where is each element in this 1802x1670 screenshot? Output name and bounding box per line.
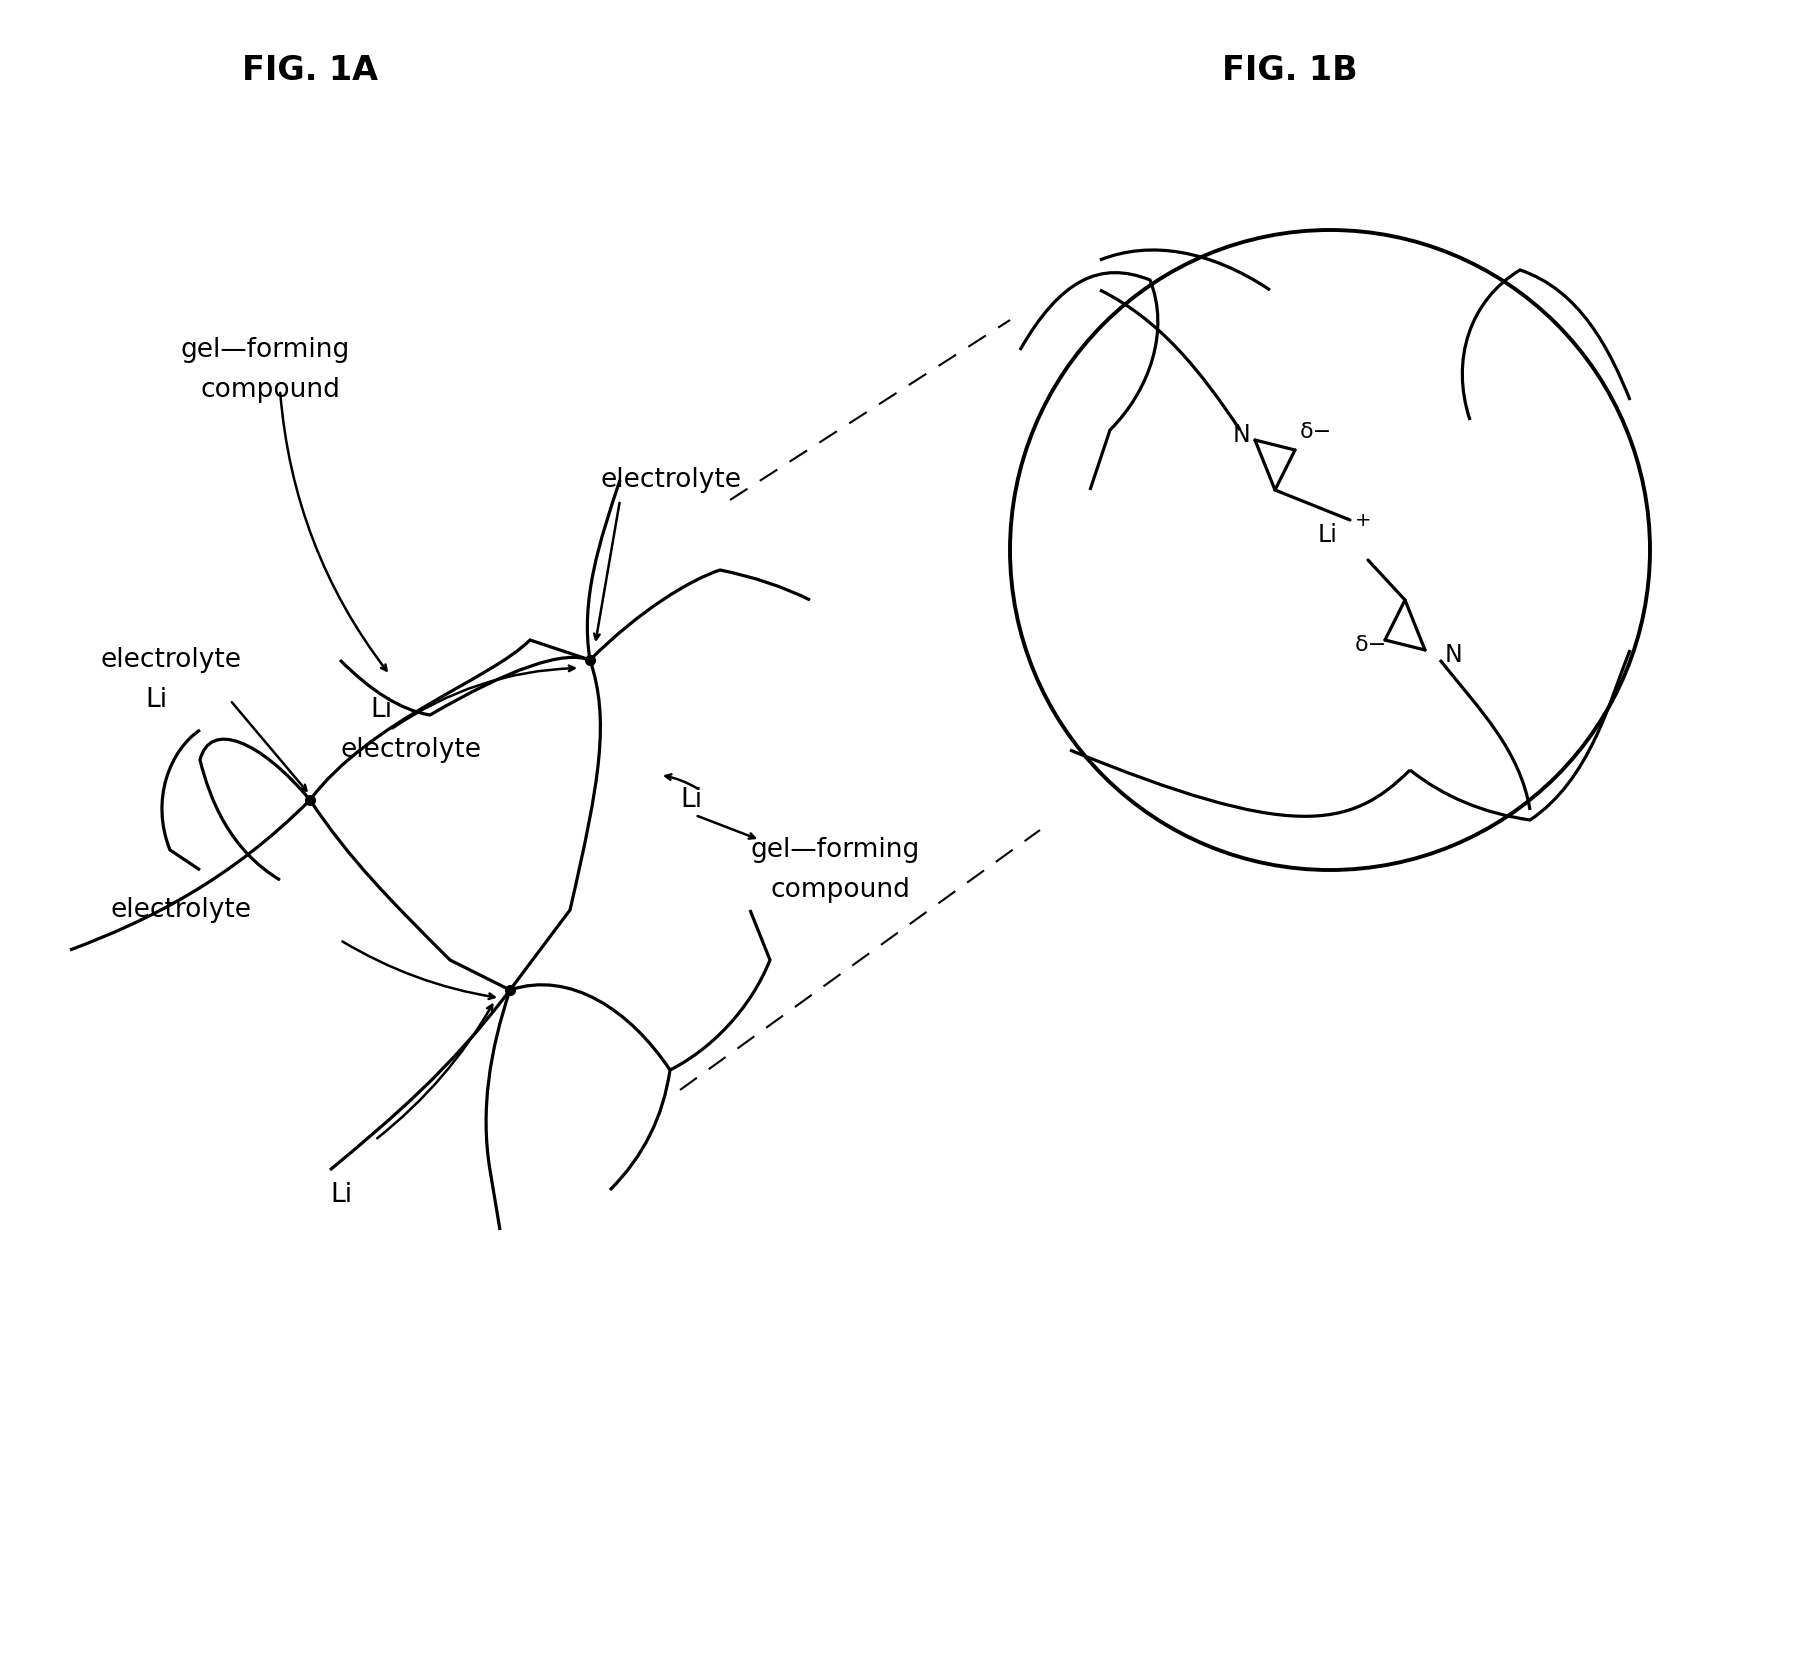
Text: δ−: δ− (1299, 423, 1332, 443)
Text: FIG. 1B: FIG. 1B (1222, 53, 1359, 87)
Text: electrolyte: electrolyte (99, 646, 241, 673)
Text: gel—forming: gel—forming (750, 837, 919, 863)
Text: N: N (1233, 423, 1251, 448)
Text: compound: compound (769, 877, 910, 903)
Text: compound: compound (200, 377, 341, 402)
Text: FIG. 1A: FIG. 1A (241, 53, 378, 87)
Text: Li: Li (1317, 523, 1339, 548)
Text: electrolyte: electrolyte (341, 736, 481, 763)
Text: gel—forming: gel—forming (180, 337, 350, 362)
Text: +: + (1355, 511, 1371, 529)
Text: Li: Li (144, 686, 168, 713)
Text: Li: Li (369, 696, 393, 723)
Text: Li: Li (679, 787, 703, 813)
Text: electrolyte: electrolyte (110, 897, 250, 924)
Text: Li: Li (330, 1182, 351, 1207)
Text: δ−: δ− (1355, 635, 1388, 655)
Text: N: N (1445, 643, 1463, 666)
Text: electrolyte: electrolyte (600, 468, 741, 493)
